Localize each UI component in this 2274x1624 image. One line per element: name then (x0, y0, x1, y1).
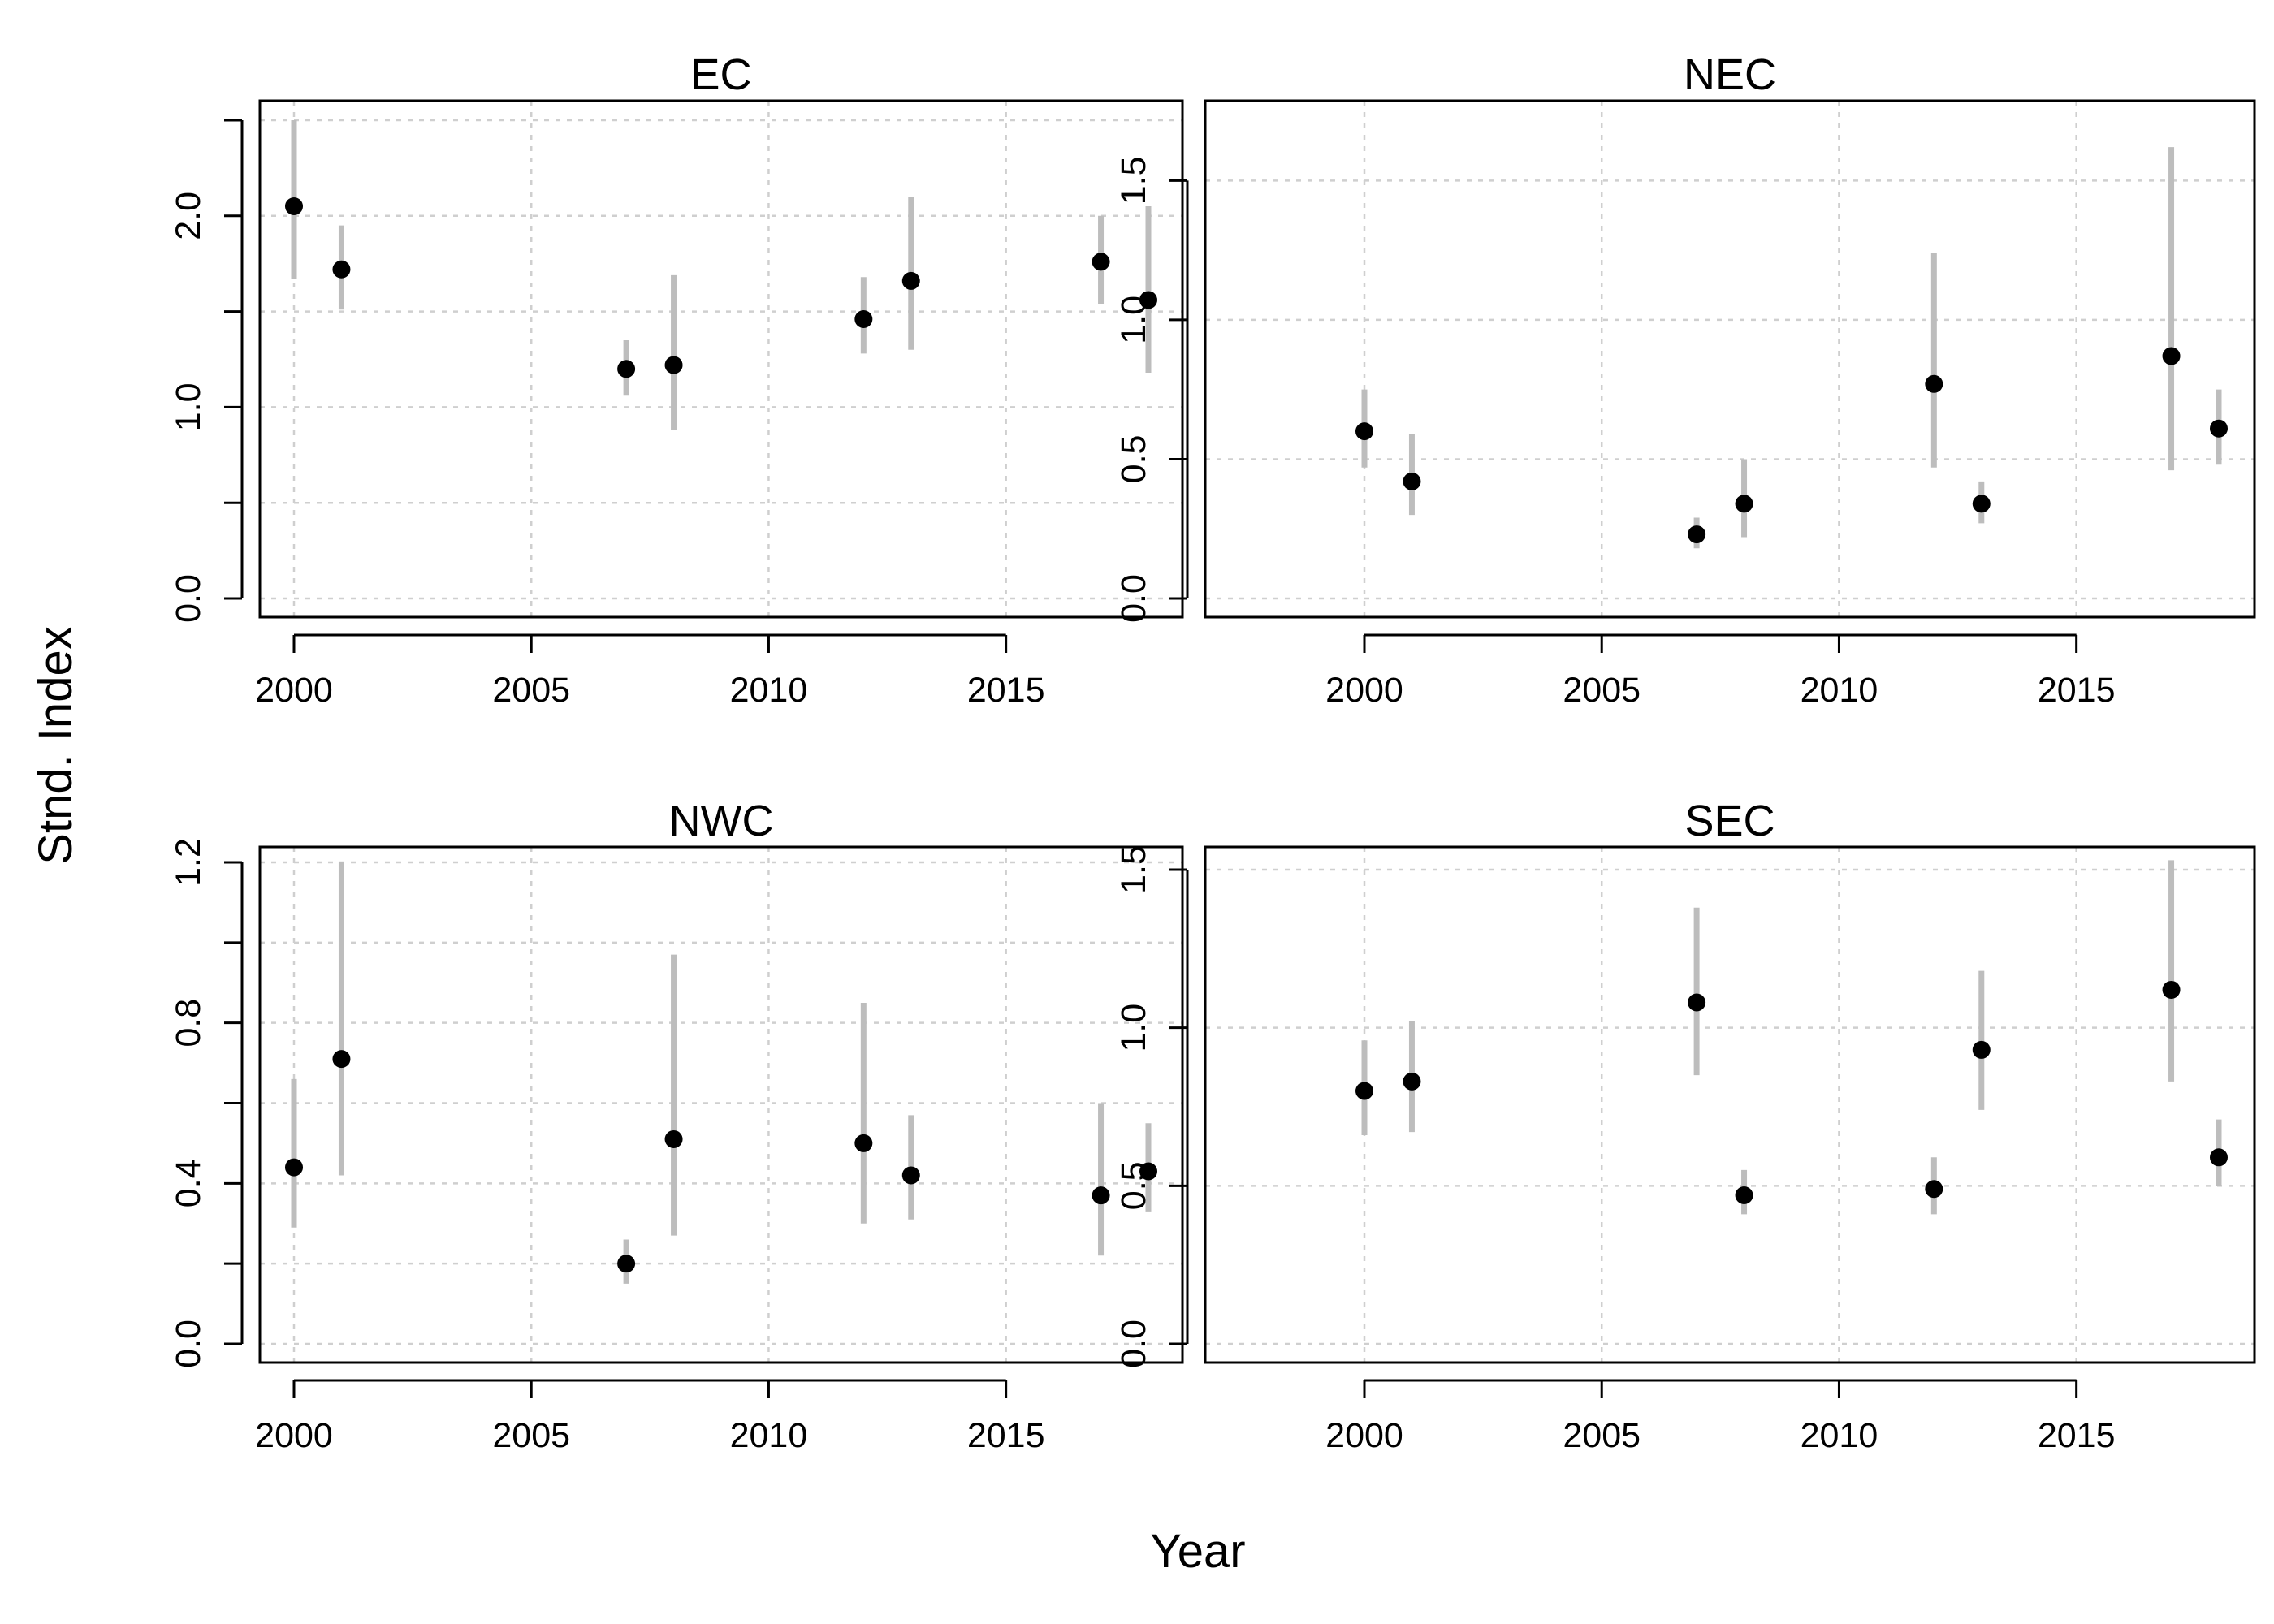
data-point (1403, 472, 1421, 490)
panel-ec: EC 2000 2005 2010 2015 0.0 1.0 2.0 (169, 50, 1184, 710)
y-tick-label: 0.5 (1114, 1161, 1153, 1210)
data-point (1972, 1040, 1991, 1059)
x-tick-label: 2005 (492, 671, 570, 710)
y-tick-label: 1.0 (1114, 1004, 1153, 1052)
y-tick-label: 0.4 (169, 1159, 208, 1207)
x-tick-label: 2010 (1801, 1416, 1878, 1455)
y-tick-label: 0.0 (169, 574, 208, 623)
x-tick-label: 2005 (1563, 671, 1641, 710)
data-point (1972, 495, 1991, 513)
panels: EC 2000 2005 2010 2015 0.0 1.0 2.0 NEC 2000 2005 20… (169, 50, 2256, 1455)
y-tick-label: 0.0 (1114, 1320, 1153, 1368)
plot-frame (258, 99, 1184, 619)
x-tick-label: 2015 (967, 1416, 1045, 1455)
data-point (901, 271, 920, 290)
data-point (285, 1158, 303, 1177)
data-point (1925, 1180, 1943, 1199)
data-point (332, 1050, 351, 1069)
y-tick-label: 0.0 (169, 1320, 208, 1368)
data-point (1139, 1162, 1157, 1181)
data-point (2210, 1148, 2228, 1167)
y-tick-label: 1.2 (169, 838, 208, 887)
data-point (1688, 525, 1706, 544)
y-tick-label: 1.0 (169, 383, 208, 432)
data-point (285, 197, 303, 216)
data-point (2162, 980, 2181, 999)
data-point (854, 1134, 873, 1152)
y-tick-label: 1.5 (1114, 156, 1153, 205)
x-tick-label: 2015 (2038, 671, 2116, 710)
data-point (664, 356, 683, 374)
y-tick-label: 0.8 (169, 999, 208, 1047)
data-point (617, 360, 636, 378)
x-tick-label: 2015 (2038, 1416, 2116, 1455)
x-axis-title: Year (1150, 1525, 1245, 1578)
data-point (1355, 422, 1373, 441)
x-tick-label: 2015 (967, 671, 1045, 710)
x-tick-label: 2005 (1563, 1416, 1641, 1455)
data-point (901, 1166, 920, 1185)
data-point (1355, 1082, 1373, 1100)
y-tick-label: 1.0 (1114, 296, 1153, 344)
y-axis-title: Stnd. Index (29, 626, 82, 864)
plot-frame (1204, 845, 2256, 1364)
data-point (854, 310, 873, 329)
plot-frame (258, 845, 1184, 1364)
data-point (1735, 495, 1753, 513)
x-tick-label: 2000 (1325, 1416, 1403, 1455)
data-point (1092, 1186, 1110, 1205)
x-tick-label: 2005 (492, 1416, 570, 1455)
panel-title: EC (690, 50, 751, 99)
data-point (2210, 419, 2228, 438)
x-tick-label: 2000 (255, 1416, 333, 1455)
x-tick-label: 2010 (730, 1416, 808, 1455)
data-point (332, 260, 351, 279)
data-point (1139, 291, 1157, 309)
data-point (2162, 347, 2181, 365)
y-tick-label: 2.0 (169, 192, 208, 240)
panel-title: NEC (1684, 50, 1776, 99)
x-tick-label: 2000 (255, 671, 333, 710)
data-point (1735, 1186, 1753, 1205)
y-tick-label: 1.5 (1114, 845, 1153, 894)
x-tick-label: 2010 (1801, 671, 1878, 710)
panel-nwc: NWC 2000 2005 2010 2015 0.0 0.4 0.8 1.2 (169, 797, 1184, 1455)
x-tick-label: 2000 (1325, 671, 1403, 710)
y-tick-label: 0.0 (1114, 574, 1153, 623)
data-point (1092, 253, 1110, 271)
panel-sec: SEC 2000 2005 2010 2015 0.0 0.5 1.0 1.5 (1114, 797, 2256, 1455)
panel-nec: NEC 2000 2005 2010 2015 0.0 0.5 1.0 1.5 (1114, 50, 2256, 710)
panel-title: SEC (1684, 797, 1775, 845)
data-point (1688, 993, 1706, 1012)
data-point (664, 1129, 683, 1148)
data-point (617, 1255, 636, 1273)
x-tick-label: 2010 (730, 671, 808, 710)
y-tick-label: 0.5 (1114, 435, 1153, 484)
data-point (1925, 374, 1943, 393)
panel-title: NWC (669, 797, 774, 845)
data-point (1403, 1072, 1421, 1091)
plot-frame (1204, 99, 2256, 619)
